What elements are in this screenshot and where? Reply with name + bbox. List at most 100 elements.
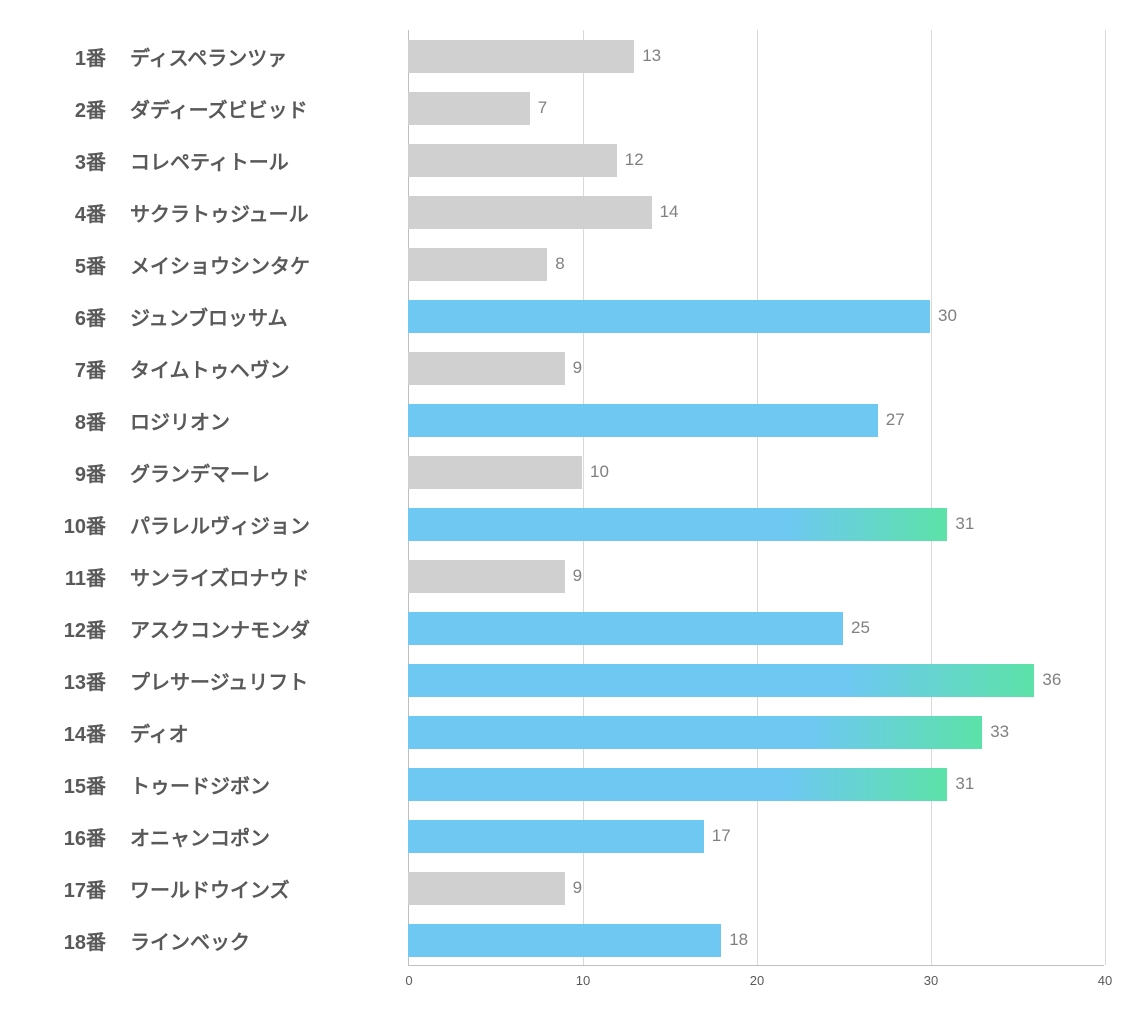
- row-label: 2番ダディーズビビッド: [40, 82, 388, 134]
- bar-value-label: 14: [660, 202, 679, 222]
- bar-wrap: 31: [408, 768, 974, 801]
- bar: [408, 872, 565, 905]
- bar-value-label: 10: [590, 462, 609, 482]
- bar-value-label: 17: [712, 826, 731, 846]
- bar: [408, 404, 878, 437]
- bar-wrap: 31: [408, 508, 974, 541]
- row-label: 8番ロジリオン: [40, 394, 388, 446]
- bar-value-label: 9: [573, 878, 582, 898]
- bar: [408, 560, 565, 593]
- bar: [408, 664, 1034, 697]
- row-label: 16番オニャンコポン: [40, 810, 388, 862]
- bar: [408, 768, 947, 801]
- row-number-label: 17番: [40, 874, 112, 903]
- row-number-label: 10番: [40, 510, 112, 539]
- row-label: 3番コレペティトール: [40, 134, 388, 186]
- row-label: 18番ラインベック: [40, 914, 388, 966]
- bar-wrap: 18: [408, 924, 748, 957]
- bar: [408, 352, 565, 385]
- x-tick-label: 30: [924, 973, 938, 988]
- row-label: 7番タイムトゥヘヴン: [40, 342, 388, 394]
- row-number-label: 3番: [40, 146, 112, 175]
- x-tick-label: 40: [1098, 973, 1112, 988]
- row-name-label: グランデマーレ: [112, 458, 388, 487]
- row-name-label: アスクコンナモンダ: [112, 614, 388, 643]
- row-label: 6番ジュンブロッサム: [40, 290, 388, 342]
- bar-value-label: 31: [955, 774, 974, 794]
- x-tick-label: 20: [750, 973, 764, 988]
- bar-value-label: 27: [886, 410, 905, 430]
- row-name-label: ロジリオン: [112, 406, 388, 435]
- row-label: 12番アスクコンナモンダ: [40, 602, 388, 654]
- row-name-label: サクラトゥジュール: [112, 198, 388, 227]
- bar-value-label: 8: [555, 254, 564, 274]
- bar-value-label: 25: [851, 618, 870, 638]
- row-number-label: 9番: [40, 458, 112, 487]
- row-label: 11番サンライズロナウド: [40, 550, 388, 602]
- bar-wrap: 9: [408, 560, 582, 593]
- bar-value-label: 9: [573, 358, 582, 378]
- bar-wrap: 14: [408, 196, 679, 229]
- row-label: 15番トゥードジボン: [40, 758, 388, 810]
- bar-value-label: 18: [729, 930, 748, 950]
- bar-wrap: 25: [408, 612, 870, 645]
- bar-wrap: 9: [408, 872, 582, 905]
- x-tick-label: 0: [405, 973, 412, 988]
- row-name-label: ジュンブロッサム: [112, 302, 388, 331]
- bar: [408, 300, 930, 333]
- bar-value-label: 7: [538, 98, 547, 118]
- row-name-label: メイショウシンタケ: [112, 250, 388, 279]
- gridline: [1105, 30, 1106, 965]
- horse-score-bar-chart: 0 10 20 30 40 1番ディスペランツァ 13 2番ダディーズビビッド 7 3番コレペテ…: [0, 0, 1134, 1020]
- bar: [408, 456, 582, 489]
- row-label: 4番サクラトゥジュール: [40, 186, 388, 238]
- row-name-label: トゥードジボン: [112, 770, 388, 799]
- bar: [408, 248, 547, 281]
- row-number-label: 4番: [40, 198, 112, 227]
- row-label: 17番ワールドウインズ: [40, 862, 388, 914]
- bar-value-label: 30: [938, 306, 957, 326]
- row-name-label: オニャンコポン: [112, 822, 388, 851]
- bar-wrap: 10: [408, 456, 609, 489]
- row-label: 13番プレサージュリフト: [40, 654, 388, 706]
- bar-wrap: 36: [408, 664, 1061, 697]
- row-name-label: ダディーズビビッド: [112, 94, 388, 123]
- bar-wrap: 33: [408, 716, 1009, 749]
- bar-wrap: 12: [408, 144, 644, 177]
- bar-value-label: 31: [955, 514, 974, 534]
- row-number-label: 15番: [40, 770, 112, 799]
- bar: [408, 508, 947, 541]
- row-name-label: ワールドウインズ: [112, 874, 388, 903]
- row-name-label: サンライズロナウド: [112, 562, 388, 591]
- bar-value-label: 33: [990, 722, 1009, 742]
- bar: [408, 716, 982, 749]
- row-label: 5番メイショウシンタケ: [40, 238, 388, 290]
- row-name-label: プレサージュリフト: [112, 666, 388, 695]
- bar-wrap: 8: [408, 248, 565, 281]
- bar: [408, 196, 652, 229]
- x-tick-label: 10: [576, 973, 590, 988]
- row-number-label: 1番: [40, 42, 112, 71]
- row-number-label: 13番: [40, 666, 112, 695]
- bar-value-label: 12: [625, 150, 644, 170]
- row-label: 9番グランデマーレ: [40, 446, 388, 498]
- row-name-label: ディオ: [112, 718, 388, 747]
- bar-value-label: 13: [642, 46, 661, 66]
- gridline: [757, 30, 758, 965]
- bar: [408, 820, 704, 853]
- row-name-label: コレペティトール: [112, 146, 388, 175]
- bar-wrap: 27: [408, 404, 905, 437]
- bar: [408, 92, 530, 125]
- row-number-label: 2番: [40, 94, 112, 123]
- row-number-label: 8番: [40, 406, 112, 435]
- row-name-label: パラレルヴィジョン: [112, 510, 388, 539]
- row-number-label: 11番: [40, 562, 112, 591]
- bar-wrap: 13: [408, 40, 661, 73]
- row-label: 1番ディスペランツァ: [40, 30, 388, 82]
- bar-wrap: 30: [408, 300, 957, 333]
- bar-value-label: 9: [573, 566, 582, 586]
- row-label: 14番ディオ: [40, 706, 388, 758]
- bar: [408, 144, 617, 177]
- bar-wrap: 7: [408, 92, 547, 125]
- bar: [408, 40, 634, 73]
